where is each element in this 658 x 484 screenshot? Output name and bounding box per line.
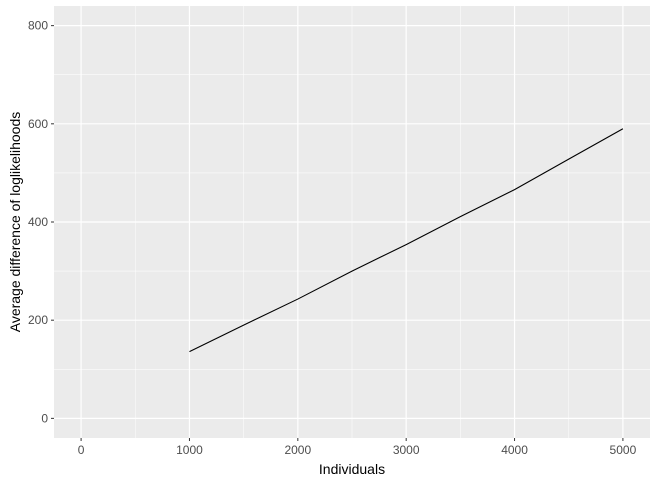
y-tick-label: 400 [28, 215, 48, 229]
x-tick-label: 1000 [176, 443, 203, 457]
x-tick-label: 3000 [393, 443, 420, 457]
x-tick-label: 2000 [284, 443, 311, 457]
y-axis-ticks: 0 200 400 600 800 [28, 19, 54, 425]
y-tick-label: 200 [28, 313, 48, 327]
y-tick-label: 800 [28, 19, 48, 33]
y-tick-label: 600 [28, 117, 48, 131]
x-axis-ticks: 0 1000 2000 3000 4000 5000 [78, 438, 637, 457]
series-layer [189, 128, 624, 353]
y-tick-label: 0 [41, 411, 48, 425]
x-tick-label: 0 [78, 443, 85, 457]
x-tick-label: 4000 [501, 443, 528, 457]
y-axis-title: Average difference of loglikelihoods [7, 112, 23, 333]
major-gridlines [54, 6, 650, 438]
x-axis-title: Individuals [319, 461, 385, 477]
x-tick-label: 5000 [610, 443, 637, 457]
series-line [189, 128, 624, 353]
